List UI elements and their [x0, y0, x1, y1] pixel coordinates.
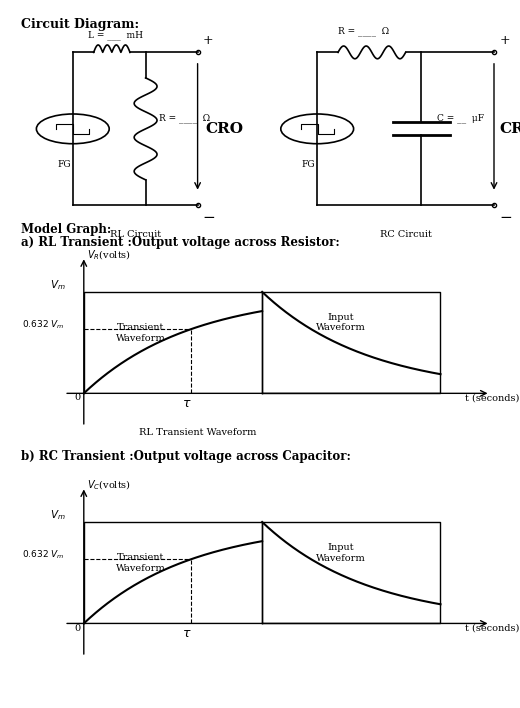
Text: CRO: CRO — [205, 122, 243, 136]
Text: FG: FG — [57, 160, 71, 169]
Text: 0: 0 — [74, 394, 80, 402]
Text: L = ___  mH: L = ___ mH — [88, 30, 144, 40]
Text: 0: 0 — [74, 624, 80, 632]
Text: $\tau$: $\tau$ — [183, 627, 192, 639]
Text: CRO: CRO — [499, 122, 520, 136]
Text: RL Circuit: RL Circuit — [110, 230, 161, 239]
Text: Input
Waveform: Input Waveform — [316, 313, 366, 333]
Text: Transient
Waveform: Transient Waveform — [116, 553, 166, 573]
Text: t (seconds): t (seconds) — [465, 394, 520, 402]
Text: RL Transient Waveform: RL Transient Waveform — [139, 428, 256, 438]
Text: $0.632\ V_m$: $0.632\ V_m$ — [21, 548, 64, 561]
Text: +: + — [203, 34, 213, 47]
Text: Model Graph:: Model Graph: — [21, 223, 111, 236]
Text: +: + — [499, 34, 510, 47]
Text: $V_R$(volts): $V_R$(volts) — [87, 249, 132, 262]
Text: Transient
Waveform: Transient Waveform — [116, 323, 166, 343]
Text: $\tau$: $\tau$ — [183, 396, 192, 409]
Text: a) RL Transient :Output voltage across Resistor:: a) RL Transient :Output voltage across R… — [21, 236, 340, 249]
Text: Circuit Diagram:: Circuit Diagram: — [21, 18, 139, 31]
Text: −: − — [203, 211, 216, 225]
Text: $0.632\ V_m$: $0.632\ V_m$ — [21, 318, 64, 331]
Text: RC Circuit: RC Circuit — [380, 230, 432, 239]
Text: t (seconds): t (seconds) — [465, 624, 520, 632]
Text: $V_m$: $V_m$ — [50, 278, 66, 292]
Text: Input
Waveform: Input Waveform — [316, 543, 366, 563]
Text: b) RC Transient :Output voltage across Capacitor:: b) RC Transient :Output voltage across C… — [21, 450, 350, 462]
Text: $V_C$(volts): $V_C$(volts) — [87, 479, 132, 492]
Text: FG: FG — [302, 160, 315, 169]
Text: $V_m$: $V_m$ — [50, 508, 66, 522]
Text: R = ____  Ω: R = ____ Ω — [159, 113, 210, 123]
Text: R = ____  Ω: R = ____ Ω — [338, 26, 389, 36]
Text: −: − — [499, 211, 512, 225]
Text: C = __  μF: C = __ μF — [437, 113, 484, 123]
